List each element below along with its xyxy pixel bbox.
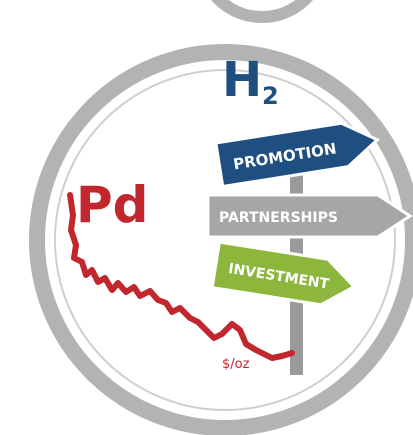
partnerships-sign: PARTNERSHIPS bbox=[208, 195, 410, 237]
sign-label: PARTNERSHIPS bbox=[219, 210, 338, 226]
top-ring bbox=[200, 0, 324, 17]
element-symbol: Pd bbox=[76, 176, 148, 234]
unit-label: $/oz bbox=[222, 357, 250, 372]
page: H 2 Pd $/oz PROMOTION PARTNERSHIPS INVES… bbox=[0, 0, 413, 435]
formula-symbol: H bbox=[222, 52, 262, 108]
formula-subscript: 2 bbox=[262, 82, 279, 110]
illustration: H 2 Pd $/oz PROMOTION PARTNERSHIPS INVES… bbox=[0, 0, 413, 435]
